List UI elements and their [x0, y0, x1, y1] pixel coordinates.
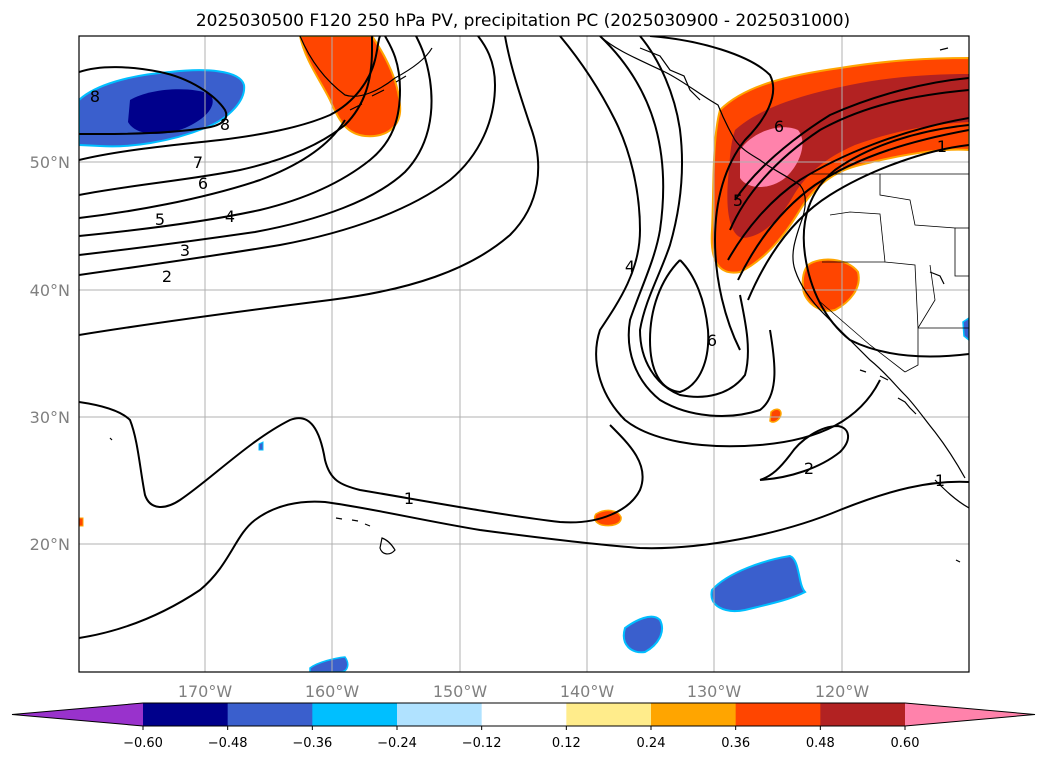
- pv-contour-1-west: [79, 401, 644, 524]
- contour-label: 4: [625, 257, 635, 276]
- lat-tick-label: 50°N: [30, 153, 70, 172]
- colorbar-segment: [735, 703, 821, 726]
- colorbar-tick-label: −0.60: [123, 736, 163, 751]
- contour-label: 5: [155, 210, 165, 229]
- pv-trough-contour: [638, 36, 749, 398]
- colorbar-segment: [566, 703, 652, 726]
- colorbar-tick-label: −0.12: [462, 736, 502, 751]
- pv-contours: [79, 36, 969, 639]
- pv-contour-1-south: [79, 480, 969, 639]
- pv-contour-3: [79, 36, 433, 256]
- precip-strong-negative-area: [128, 89, 213, 134]
- map-frame: [78, 35, 970, 673]
- colorbar-tick-label: −0.36: [292, 736, 332, 751]
- lon-tick-label: 130°W: [687, 682, 742, 701]
- precip-negative-area: [258, 441, 264, 451]
- pv-contour-2: [79, 36, 497, 276]
- pv-trough-contour: [649, 36, 775, 351]
- lon-tick-label: 150°W: [433, 682, 488, 701]
- pv-contour-2-east: [759, 424, 849, 481]
- colorbar-segment: [227, 703, 313, 726]
- political-borders: [810, 173, 969, 373]
- pv-trough-contour: [648, 259, 710, 394]
- precip-negative-area: [710, 554, 807, 612]
- pv-ridge-contour: [747, 144, 969, 301]
- map-panel: 8 8 7 6 5 4 3 2 4 6 1 1 2 6 5 1 170°W 1: [30, 35, 970, 701]
- lat-tick-label: 20°N: [30, 535, 70, 554]
- pv-contour-labels: 8 8 7 6 5 4 3 2 4 6 1 1 2 6 5 1: [90, 87, 947, 508]
- map-title: 2025030500 F120 250 hPa PV, precipitatio…: [196, 11, 850, 31]
- contour-label: 1: [935, 471, 945, 490]
- colorbar-tick-label: −0.24: [377, 736, 417, 751]
- colorbar-tick-label: 0.48: [806, 736, 835, 751]
- graticule: [79, 36, 969, 672]
- precip-negative-area: [962, 317, 969, 341]
- pv-ridge-contour: [729, 89, 969, 231]
- pv-contour-2-outer: [79, 36, 540, 336]
- latitude-ticks: 50°N 40°N 30°N 20°N: [30, 153, 70, 554]
- contour-label: 1: [404, 489, 414, 508]
- contour-label: 6: [774, 117, 784, 136]
- precip-positive-area: [769, 408, 782, 423]
- colorbar-tick-label: 0.24: [637, 736, 666, 751]
- pv-contour-5: [79, 119, 346, 219]
- longitude-ticks: 170°W 160°W 150°W 140°W 130°W 120°W: [178, 682, 870, 701]
- pv-contour-8: [79, 66, 228, 135]
- pv-trough-contour: [559, 36, 881, 448]
- colorbar-tick-label: −0.48: [208, 736, 248, 751]
- colorbar-segment: [651, 703, 737, 726]
- pv-ridge-contour: [734, 77, 969, 201]
- contour-label: 6: [707, 331, 717, 350]
- contour-label: 5: [733, 191, 743, 210]
- lon-tick-label: 170°W: [178, 682, 233, 701]
- contour-label: 8: [220, 115, 230, 134]
- lon-tick-label: 160°W: [305, 682, 360, 701]
- contour-label: 8: [90, 87, 100, 106]
- contour-label: 3: [180, 241, 190, 260]
- colorbar-tick-label: 0.60: [891, 736, 920, 751]
- contour-label: 6: [198, 174, 208, 193]
- contour-label: 2: [804, 459, 814, 478]
- contour-label: 2: [162, 267, 172, 286]
- lat-tick-label: 40°N: [30, 281, 70, 300]
- colorbar-segment: [820, 703, 906, 726]
- colorbar-segment: [312, 703, 398, 726]
- lon-tick-label: 140°W: [560, 682, 615, 701]
- pv-trough-contour: [599, 36, 776, 417]
- pv-contour-4: [79, 36, 402, 237]
- pv-contour-7: [79, 36, 381, 161]
- pv-contour-1-east: [802, 124, 969, 358]
- colorbar-segment: [481, 703, 567, 726]
- colorbar-segment: [143, 703, 229, 726]
- colorbar-extend-high: [905, 703, 1035, 726]
- lat-tick-label: 30°N: [30, 408, 70, 427]
- lon-tick-label: 120°W: [815, 682, 870, 701]
- pv-ridge-contour: [727, 117, 969, 261]
- precip-strong-positive-band: [727, 74, 969, 238]
- contour-label: 7: [193, 153, 203, 172]
- colorbar-segment: [397, 703, 483, 726]
- pv-contour-6: [79, 36, 373, 196]
- colorbar-tick-label: 0.36: [721, 736, 750, 751]
- precip-peak-positive-area: [740, 127, 803, 187]
- colorbar-extend-low: [12, 703, 143, 726]
- contour-label: 1: [937, 137, 947, 156]
- colorbar: −0.60 −0.48 −0.36 −0.24 −0.12 0.12 0.24 0.36 0.4…: [11, 702, 1036, 751]
- precip-positive-area: [79, 517, 84, 527]
- pv-ridge-contour: [737, 129, 969, 281]
- colorbar-tick-label: 0.12: [552, 736, 581, 751]
- contour-label: 4: [225, 207, 235, 226]
- precip-negative-area: [622, 615, 664, 654]
